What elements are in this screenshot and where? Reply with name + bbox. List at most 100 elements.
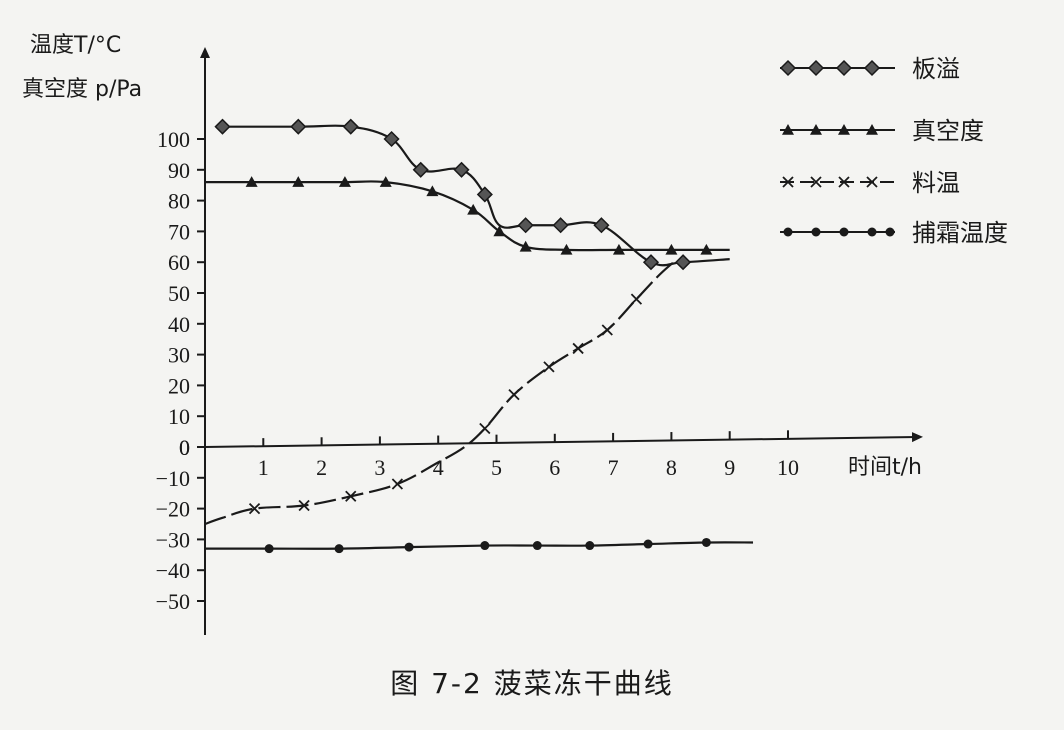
legend-marker-triangle [782, 124, 794, 135]
legend-marker-diamond [807, 59, 825, 77]
series-circle [205, 537, 754, 554]
data-point-cross [508, 389, 520, 401]
legend-marker-triangle [838, 124, 850, 135]
data-point-triangle [292, 176, 305, 187]
data-point-diamond [412, 161, 429, 178]
x-ticks: 1 2 3 4 5 6 7 8 9 10 [258, 430, 799, 480]
data-point-cross [298, 499, 310, 512]
y-tick-label: 0 [179, 435, 190, 460]
data-point-circle [404, 542, 414, 552]
y-tick-label: 10 [168, 404, 190, 429]
y-tick-label: 60 [168, 250, 190, 275]
data-point-diamond [642, 254, 660, 271]
y-tick-label: −10 [156, 466, 190, 491]
figure-caption: 图 7-2 菠菜冻干曲线 [390, 667, 674, 700]
legend-marker-cross [866, 176, 878, 188]
data-point-triangle [493, 225, 506, 237]
data-point-triangle [379, 176, 392, 187]
series-diamond [214, 118, 730, 271]
data-point-circle [264, 544, 274, 554]
data-point-triangle [700, 243, 713, 255]
y-tick-label: −40 [156, 558, 190, 583]
y-tick-label: 40 [168, 312, 190, 337]
legend-label: 料温 [912, 169, 960, 197]
data-point-diamond [593, 217, 610, 234]
data-point-circle [643, 539, 653, 549]
data-point-triangle [467, 203, 480, 215]
x-tick-label: 10 [777, 455, 799, 480]
y-tick-label: 50 [168, 281, 190, 306]
data-point-triangle [519, 240, 532, 252]
x-axis-label-time: 时间t/h [848, 455, 922, 480]
y-tick-label: 20 [168, 373, 190, 398]
legend-marker-circle [885, 227, 895, 237]
x-axis [204, 432, 923, 448]
legend-marker-triangle [810, 124, 822, 135]
data-point-cross [345, 490, 357, 502]
data-point-diamond [453, 161, 470, 178]
x-tick-label: 8 [666, 455, 677, 480]
data-point-circle [480, 541, 490, 551]
series-line-diamond [222, 124, 730, 267]
data-point-diamond [342, 118, 359, 135]
data-point-diamond [517, 217, 534, 234]
y-tick-label: 80 [168, 189, 190, 214]
y-tick-label: 100 [157, 127, 190, 152]
data-point-triangle [612, 243, 625, 255]
data-point-triangle [245, 176, 258, 187]
data-point-diamond [552, 217, 569, 234]
legend-marker-circle [811, 227, 821, 237]
data-point-cross [248, 502, 261, 515]
x-tick-label: 3 [374, 455, 385, 480]
data-point-cross [543, 361, 555, 373]
legend-marker-triangle [866, 124, 878, 135]
y-tick-label: 70 [168, 219, 190, 244]
data-point-cross [391, 478, 404, 490]
y-tick-label: 30 [168, 343, 190, 368]
data-point-triangle [426, 185, 439, 197]
series-triangle [205, 176, 730, 255]
data-point-diamond [290, 118, 307, 135]
legend-marker-diamond [863, 59, 881, 77]
legend-label: 真空度 [912, 117, 984, 145]
series-line-circle [205, 541, 754, 550]
legend-marker-circle [839, 227, 849, 237]
x-tick-label: 5 [491, 455, 502, 480]
y-axis-label-vacuum: 真空度 p/Pa [22, 77, 142, 102]
data-point-triangle [665, 243, 678, 255]
series-line-triangle [205, 180, 730, 252]
y-tick-label: 90 [168, 158, 190, 183]
series-line-cross [204, 258, 678, 526]
legend-marker-circle [783, 227, 793, 237]
series-layer [204, 118, 754, 554]
x-tick-label: 9 [724, 455, 735, 480]
series-cross [204, 258, 678, 526]
legend-marker-diamond [835, 59, 853, 77]
data-point-circle [532, 541, 542, 551]
legend-marker-circle [867, 227, 877, 237]
data-point-triangle [338, 176, 351, 187]
data-point-diamond [674, 254, 692, 271]
data-point-cross [479, 422, 491, 435]
legend-marker-cross [810, 176, 822, 188]
y-tick-label: −50 [156, 589, 190, 614]
data-point-cross [630, 293, 643, 305]
legend-label: 板溢 [912, 55, 960, 83]
x-tick-label: 4 [433, 455, 444, 480]
data-point-diamond [476, 186, 493, 203]
data-point-cross [572, 342, 584, 355]
x-tick-label: 6 [549, 455, 560, 480]
x-tick-label: 2 [316, 455, 327, 480]
data-point-diamond [214, 118, 231, 135]
data-point-diamond [383, 130, 400, 148]
y-tick-label: −30 [156, 527, 190, 552]
y-tick-label: −20 [156, 497, 190, 522]
data-point-circle [585, 541, 595, 551]
legend-marker-cross [782, 176, 794, 188]
y-tick-label-zero: 0 [179, 435, 190, 460]
x-tick-label: 7 [608, 455, 619, 480]
data-point-triangle [560, 243, 573, 255]
legend-marker-diamond [779, 59, 797, 77]
